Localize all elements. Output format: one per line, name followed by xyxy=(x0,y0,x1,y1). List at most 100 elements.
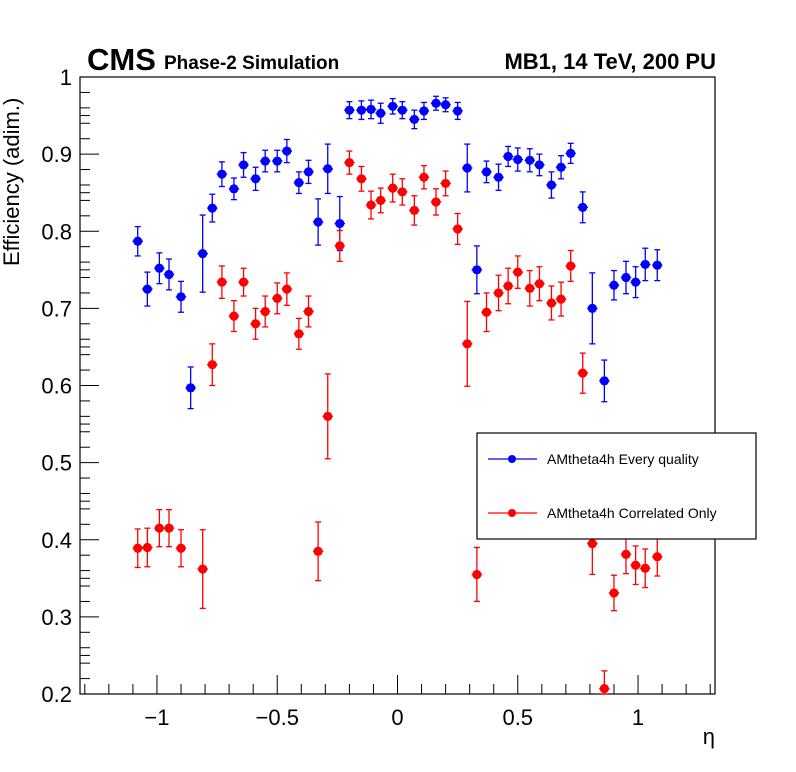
data-point xyxy=(621,549,631,560)
legend-marker-every-quality xyxy=(508,455,516,463)
data-point xyxy=(154,263,164,273)
series-correlated-only xyxy=(132,150,663,695)
data-point xyxy=(609,588,619,598)
data-point xyxy=(587,539,597,549)
subtitle-label: Phase-2 Simulation xyxy=(164,53,339,74)
y-tick-label: 0.5 xyxy=(41,451,72,476)
legend-label-correlated-only: AMtheta4h Correlated Only xyxy=(547,505,717,521)
x-axis: −1 −0.5 0 0.5 1 xyxy=(84,675,711,730)
data-point xyxy=(260,306,270,317)
data-point xyxy=(503,151,513,162)
data-point xyxy=(631,277,641,287)
data-point xyxy=(556,294,566,304)
data-point xyxy=(472,265,482,275)
data-point xyxy=(397,105,407,115)
y-tick-label: 0.6 xyxy=(41,374,72,399)
data-point xyxy=(303,167,314,177)
y-axis: 0.2 0.3 0.4 0.5 0.6 0.7 0.8 0.9 1 xyxy=(41,65,99,707)
data-point xyxy=(599,376,609,386)
data-point xyxy=(303,306,314,317)
x-tick-label: 0.5 xyxy=(502,705,533,730)
x-tick-label: 0 xyxy=(391,705,403,730)
data-point xyxy=(198,249,208,259)
data-point xyxy=(546,180,557,190)
data-point xyxy=(272,293,282,303)
right-title: MB1, 14 TeV, 200 PU xyxy=(504,49,716,74)
data-point xyxy=(376,195,386,205)
data-point xyxy=(323,164,333,174)
data-point xyxy=(493,172,504,182)
data-point xyxy=(599,684,609,694)
data-point xyxy=(323,411,333,421)
data-point xyxy=(282,146,292,156)
data-point xyxy=(294,178,304,188)
data-point xyxy=(207,360,217,370)
y-tick-label: 0.4 xyxy=(41,528,72,553)
data-point xyxy=(250,319,261,329)
y-tick-label: 0.7 xyxy=(41,296,72,321)
data-point xyxy=(503,281,513,291)
data-point xyxy=(272,156,282,166)
data-point xyxy=(388,183,398,193)
data-point xyxy=(566,148,576,158)
x-tick-label: −0.5 xyxy=(256,705,299,730)
legend-box xyxy=(476,432,757,540)
data-point xyxy=(313,217,323,227)
data-point xyxy=(335,241,345,251)
data-point xyxy=(534,279,545,289)
data-point xyxy=(525,283,535,293)
data-point xyxy=(652,552,662,562)
data-point xyxy=(566,261,576,271)
data-point xyxy=(493,288,504,298)
data-point xyxy=(631,560,641,570)
legend: AMtheta4h Every quality AMtheta4h Correl… xyxy=(476,432,757,540)
data-point xyxy=(229,311,239,321)
data-point xyxy=(356,174,367,184)
data-point xyxy=(133,543,143,553)
data-point xyxy=(453,106,463,116)
series-every-quality xyxy=(132,95,663,410)
data-point xyxy=(546,298,557,308)
data-point xyxy=(640,563,650,573)
data-point xyxy=(441,100,451,110)
data-point xyxy=(609,280,619,290)
data-point xyxy=(238,277,249,287)
data-point xyxy=(578,368,588,378)
data-point xyxy=(525,155,535,165)
data-point xyxy=(472,569,482,580)
x-tick-label: −1 xyxy=(144,705,169,730)
data-point xyxy=(388,101,398,111)
data-point xyxy=(198,564,208,574)
y-tick-label: 0.8 xyxy=(41,219,72,244)
data-point xyxy=(534,160,545,170)
data-point xyxy=(587,303,597,313)
y-tick-label: 0.3 xyxy=(41,605,72,630)
data-point xyxy=(431,98,441,108)
data-point xyxy=(313,546,323,556)
data-point xyxy=(419,106,429,116)
experiment-label: CMS xyxy=(87,42,156,77)
data-point xyxy=(481,307,492,317)
data-point xyxy=(462,163,472,173)
data-point xyxy=(513,267,523,277)
plot-frame xyxy=(79,76,716,695)
data-point xyxy=(431,197,441,207)
data-point xyxy=(250,174,261,184)
data-point xyxy=(335,218,345,229)
x-axis-title: η xyxy=(703,724,715,749)
data-point xyxy=(344,105,354,115)
data-point xyxy=(356,105,367,115)
data-point xyxy=(409,205,419,216)
data-point xyxy=(294,329,304,339)
data-point xyxy=(409,114,419,125)
data-point xyxy=(260,156,270,166)
data-point xyxy=(282,284,292,294)
data-point xyxy=(652,260,662,270)
data-point xyxy=(344,158,354,168)
data-point xyxy=(164,269,174,280)
y-axis-title: Efficiency (adim.) xyxy=(0,98,24,266)
data-point xyxy=(462,339,472,349)
data-point xyxy=(217,169,227,179)
data-point xyxy=(419,172,429,182)
